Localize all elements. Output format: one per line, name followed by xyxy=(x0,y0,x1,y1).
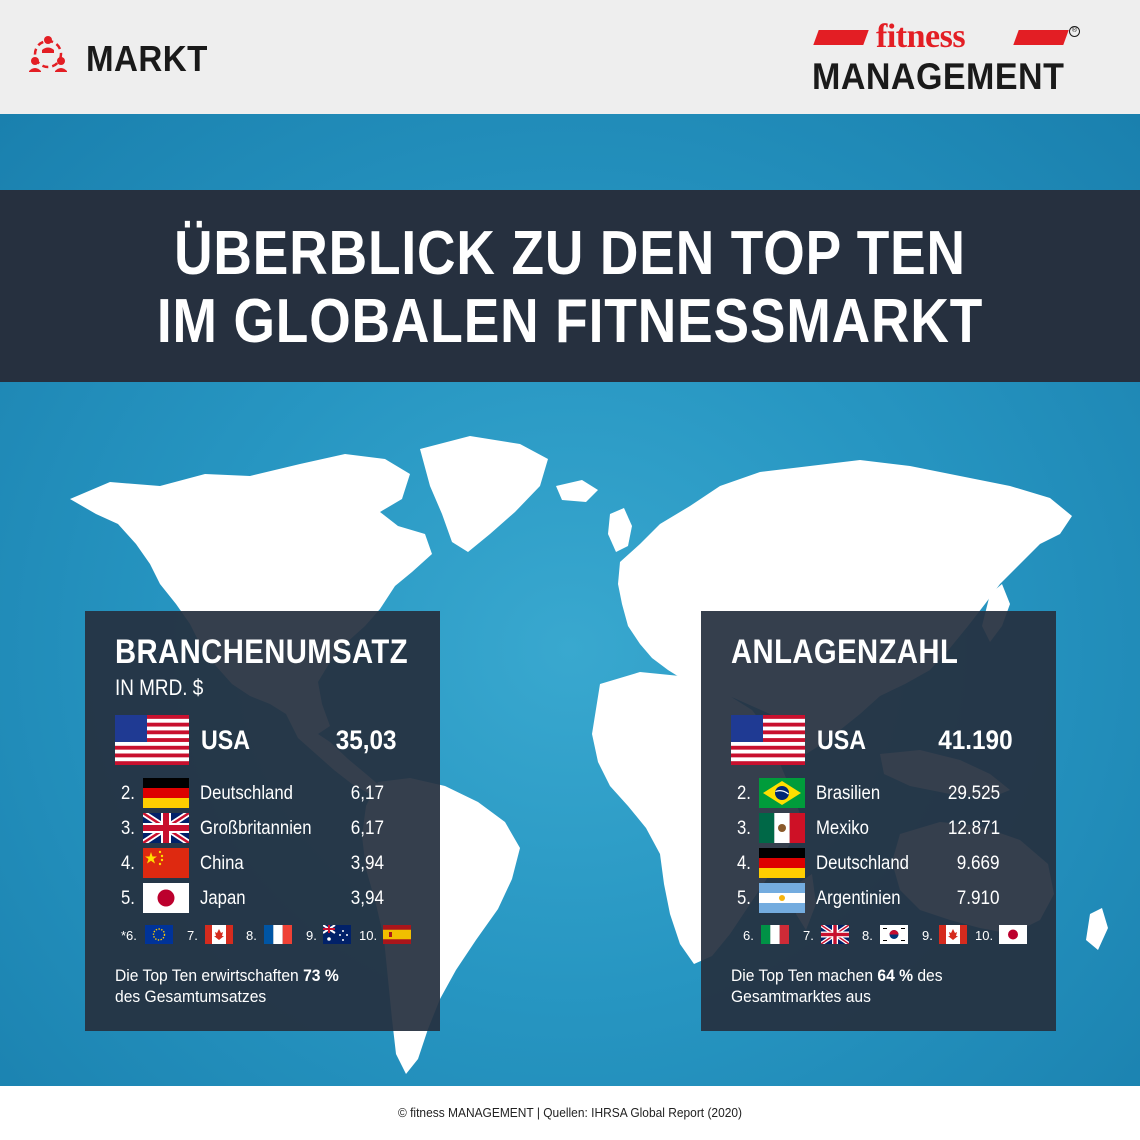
country-name: Deutschland xyxy=(816,853,909,874)
country-value: 6,17 xyxy=(350,783,384,804)
italy-flag-icon xyxy=(761,925,789,944)
registered-mark: ® xyxy=(1069,26,1080,37)
rank-number: 4. xyxy=(737,853,751,874)
canada-flag-icon xyxy=(205,925,233,944)
ranks-6-to-10: *6. 7. 8. 9. 10. xyxy=(121,924,421,946)
mini-rank: 6. xyxy=(743,928,754,943)
summary-prefix: Die Top Ten machen xyxy=(731,966,878,985)
top-country-value: 35,03 xyxy=(336,725,397,755)
rank-number: 5. xyxy=(121,888,135,909)
mini-rank: 10. xyxy=(975,928,994,943)
logo-word-management: MANAGEMENT xyxy=(812,56,1065,97)
mini-rank: 7. xyxy=(187,928,198,943)
mexico-flag-icon xyxy=(759,813,805,843)
argentina-flag-icon xyxy=(759,883,805,913)
ranking-row: 5. Argentinien 7.910 xyxy=(731,883,1031,915)
germany-flag-icon xyxy=(143,778,189,808)
country-value: 7.910 xyxy=(957,888,1000,909)
brand-logo: fitness ® MANAGEMENT xyxy=(812,18,1082,98)
section-label: MARKT xyxy=(86,38,208,79)
footer-bar xyxy=(0,1086,1140,1140)
country-value: 3,94 xyxy=(350,888,384,909)
summary-suffix: des Gesamtumsatzes xyxy=(115,987,267,1006)
panel-title: ANLAGENZAHL xyxy=(731,633,959,671)
title-band xyxy=(0,190,1140,382)
country-value: 12.871 xyxy=(947,818,1000,839)
ranking-row: 2. Brasilien 29.525 xyxy=(731,778,1031,810)
rank-number: 5. xyxy=(737,888,751,909)
summary-text: Die Top Ten machen 64 % des Gesamtmarktes… xyxy=(731,965,1016,1007)
canada-flag-icon xyxy=(939,925,967,944)
country-name: Deutschland xyxy=(200,783,293,804)
rank-number: 2. xyxy=(121,783,135,804)
summary-prefix: Die Top Ten erwirtschaften xyxy=(115,966,304,985)
mini-rank: *6. xyxy=(121,928,137,943)
france-flag-icon xyxy=(264,925,292,944)
rank-number: 4. xyxy=(121,853,135,874)
germany-flag-icon xyxy=(759,848,805,878)
ranks-6-to-10: 6. 7. 8. 9. 10. xyxy=(737,924,1037,946)
country-value: 6,17 xyxy=(350,818,384,839)
china-flag-icon xyxy=(143,848,189,878)
country-name: Japan xyxy=(200,888,246,909)
usa-flag-icon xyxy=(115,715,189,765)
country-name: Großbritannien xyxy=(200,818,312,839)
mini-rank: 7. xyxy=(803,928,814,943)
ranking-row: 4. China 3,94 xyxy=(115,848,415,880)
ranking-row: 3. Mexiko 12.871 xyxy=(731,813,1031,845)
mini-rank: 8. xyxy=(246,928,257,943)
usa-flag-icon xyxy=(731,715,805,765)
summary-percent: 73 % xyxy=(303,966,339,985)
source-credit: © fitness MANAGEMENT | Quellen: IHRSA Gl… xyxy=(397,1105,743,1120)
country-value: 29.525 xyxy=(947,783,1000,804)
country-value: 3,94 xyxy=(350,853,384,874)
uk-flag-icon xyxy=(821,925,849,944)
revenue-panel: BRANCHENUMSATZ IN MRD. $ USA 35,03 2. De… xyxy=(85,611,440,1031)
mini-rank: 9. xyxy=(922,928,933,943)
mini-rank: 8. xyxy=(862,928,873,943)
ranking-row: 3. Großbritannien 6,17 xyxy=(115,813,415,845)
ranking-row: 2. Deutschland 6,17 xyxy=(115,778,415,810)
logo-bar-left xyxy=(813,30,869,45)
country-value: 9.669 xyxy=(957,853,1000,874)
rank-number: 3. xyxy=(121,818,135,839)
ranking-row: 5. Japan 3,94 xyxy=(115,883,415,915)
mini-rank: 9. xyxy=(306,928,317,943)
brazil-flag-icon xyxy=(759,778,805,808)
top-ranked-row: USA 35,03 xyxy=(115,715,415,769)
top-ranked-row: USA 41.190 xyxy=(731,715,1031,769)
country-name: Brasilien xyxy=(816,783,881,804)
top-country-name: USA xyxy=(201,725,251,755)
japan-flag-icon xyxy=(999,925,1027,944)
country-name: Argentinien xyxy=(816,888,901,909)
summary-mid: des xyxy=(913,966,943,985)
logo-bar-right xyxy=(1013,30,1069,45)
top-country-name: USA xyxy=(817,725,867,755)
uk-flag-icon xyxy=(143,813,189,843)
facilities-panel: ANLAGENZAHL USA 41.190 2. Brasilien 29.5… xyxy=(701,611,1056,1031)
eu-flag-icon xyxy=(145,925,173,944)
summary-percent: 64 % xyxy=(877,966,914,985)
rank-number: 3. xyxy=(737,818,751,839)
summary-suffix: Gesamtmarktes aus xyxy=(731,987,871,1006)
logo-word-fitness: fitness xyxy=(876,18,966,55)
people-network-icon xyxy=(29,36,67,72)
panel-subtitle: IN MRD. $ xyxy=(115,675,204,700)
top-country-value: 41.190 xyxy=(938,725,1013,755)
main-title-line-2: IM GLOBALEN FITNESSMARKT xyxy=(156,287,984,356)
header-bar: MARKT fitness ® MANAGEMENT xyxy=(0,0,1140,114)
main-title-line-1: ÜBERBLICK ZU DEN TOP TEN xyxy=(174,219,966,288)
country-name: Mexiko xyxy=(816,818,869,839)
panel-title: BRANCHENUMSATZ xyxy=(115,633,408,671)
south-korea-flag-icon xyxy=(880,925,908,944)
country-name: China xyxy=(200,853,244,874)
ranking-row: 4. Deutschland 9.669 xyxy=(731,848,1031,880)
summary-text: Die Top Ten erwirtschaften 73 % des Gesam… xyxy=(115,965,400,1007)
japan-flag-icon xyxy=(143,883,189,913)
spain-flag-icon xyxy=(383,925,411,944)
mini-rank: 10. xyxy=(359,928,378,943)
rank-number: 2. xyxy=(737,783,751,804)
australia-flag-icon xyxy=(323,925,351,944)
